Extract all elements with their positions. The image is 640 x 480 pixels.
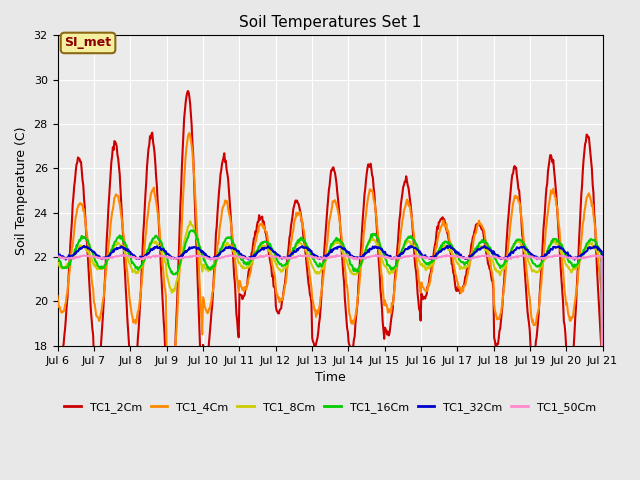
Legend: TC1_2Cm, TC1_4Cm, TC1_8Cm, TC1_16Cm, TC1_32Cm, TC1_50Cm: TC1_2Cm, TC1_4Cm, TC1_8Cm, TC1_16Cm, TC1… [60,398,600,418]
X-axis label: Time: Time [315,371,346,384]
Title: Soil Temperatures Set 1: Soil Temperatures Set 1 [239,15,421,30]
Text: SI_met: SI_met [65,36,111,49]
Y-axis label: Soil Temperature (C): Soil Temperature (C) [15,126,28,255]
